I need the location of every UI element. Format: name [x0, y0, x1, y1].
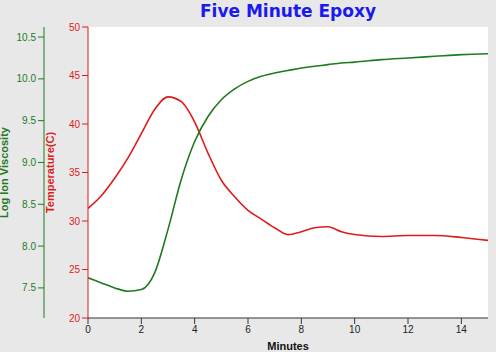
svg-text:10.5: 10.5: [17, 32, 37, 43]
svg-text:50: 50: [69, 22, 81, 33]
svg-text:2: 2: [139, 324, 145, 335]
svg-text:4: 4: [192, 324, 198, 335]
svg-text:25: 25: [69, 264, 81, 275]
svg-text:14: 14: [456, 324, 468, 335]
svg-text:8.5: 8.5: [22, 199, 36, 210]
svg-text:10: 10: [349, 324, 361, 335]
svg-text:7.5: 7.5: [22, 282, 36, 293]
svg-text:20: 20: [69, 313, 81, 324]
svg-text:9.0: 9.0: [22, 157, 36, 168]
svg-text:8: 8: [299, 324, 305, 335]
svg-text:0: 0: [85, 324, 91, 335]
html-text:Five Minute Epoxy: Five Minute Epoxy: [200, 1, 376, 21]
svg-text:40: 40: [69, 119, 81, 130]
svg-text:30: 30: [69, 216, 81, 227]
svg-text:12: 12: [402, 324, 414, 335]
svg-text:8.0: 8.0: [22, 241, 36, 252]
svg-text:35: 35: [69, 167, 81, 178]
svg-text:Log Ion Viscosity: Log Ion Viscosity: [8, 126, 10, 218]
svg-text:6: 6: [245, 324, 251, 335]
svg-text:10.0: 10.0: [17, 73, 37, 84]
svg-text:9.5: 9.5: [22, 115, 36, 126]
svg-text:Minutes: Minutes: [267, 340, 309, 352]
svg-text:Temperature(C): Temperature(C): [44, 132, 56, 213]
svg-text:45: 45: [69, 70, 81, 81]
